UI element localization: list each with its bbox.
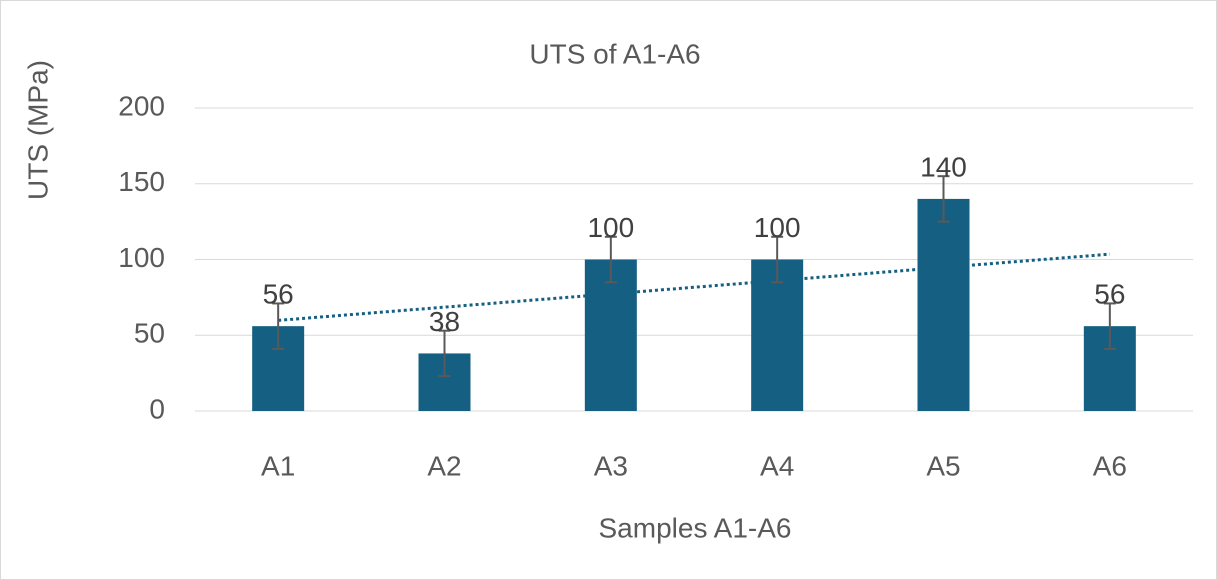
y-tick-label: 200 — [118, 90, 165, 121]
data-label: 100 — [587, 212, 634, 243]
data-label: 38 — [429, 306, 460, 337]
y-tick-label: 100 — [118, 242, 165, 273]
x-tick-label: A1 — [261, 450, 295, 481]
y-tick-label: 150 — [118, 166, 165, 197]
y-tick-label: 0 — [149, 393, 165, 424]
bar — [751, 259, 804, 411]
trendline — [278, 252, 1110, 322]
x-tick-label: A2 — [427, 450, 461, 481]
x-tick-label: A6 — [1093, 450, 1127, 481]
data-label: 56 — [1094, 279, 1125, 310]
data-label: 100 — [754, 212, 801, 243]
y-tick-label: 50 — [134, 318, 165, 349]
chart-title: UTS of A1-A6 — [529, 38, 700, 69]
data-label: 140 — [920, 151, 967, 182]
x-tick-label: A3 — [594, 450, 628, 481]
x-axis-title: Samples A1-A6 — [599, 512, 792, 543]
data-label: 56 — [263, 279, 294, 310]
x-tick-label: A5 — [926, 450, 960, 481]
bar — [584, 259, 637, 411]
y-axis-title: UTS (MPa) — [22, 60, 53, 200]
bar — [917, 198, 970, 411]
x-tick-label: A4 — [760, 450, 794, 481]
